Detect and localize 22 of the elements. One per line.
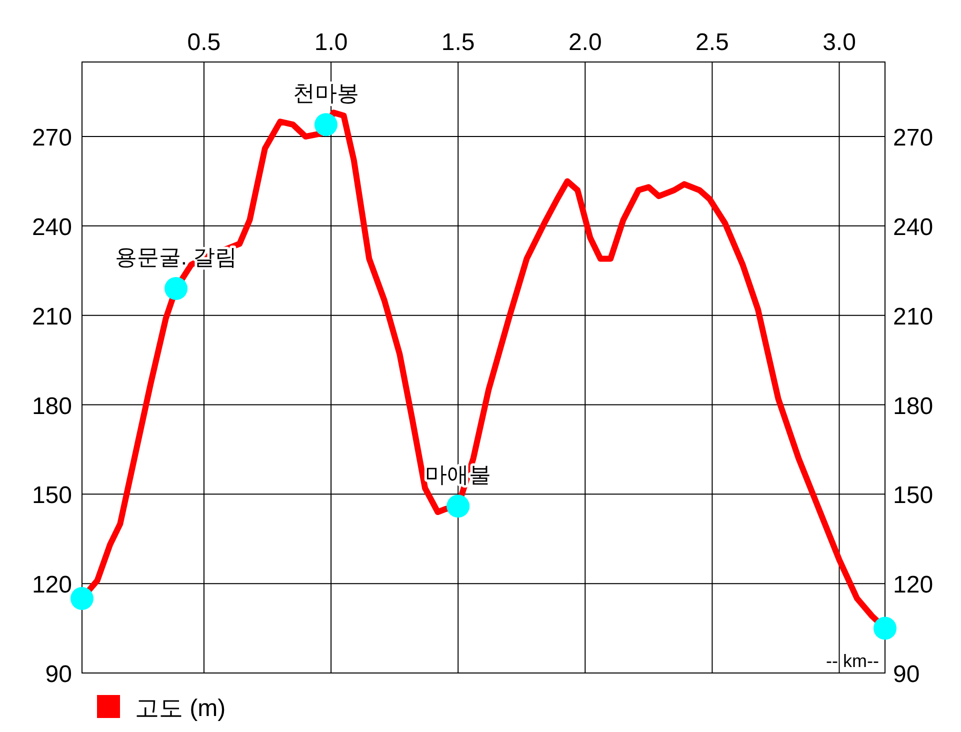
xtick: 2.0 bbox=[568, 29, 602, 56]
xtick: 0.5 bbox=[187, 29, 221, 56]
y2tick: 90 bbox=[893, 661, 920, 688]
ytick: 270 bbox=[32, 124, 72, 152]
ytick: 150 bbox=[32, 482, 72, 510]
y2tick: 210 bbox=[893, 303, 934, 330]
y2tick: 150 bbox=[893, 482, 934, 510]
y2tick: 120 bbox=[893, 572, 934, 599]
xtick: 2.5 bbox=[696, 29, 729, 56]
y2tick: 180 bbox=[893, 392, 934, 420]
xtick: 3.0 bbox=[822, 29, 856, 56]
xlabel: -- km-- bbox=[826, 651, 879, 671]
xtick: 1.5 bbox=[441, 29, 475, 56]
ytick: 90 bbox=[45, 661, 72, 688]
ytick: 240 bbox=[32, 214, 72, 241]
ytick: 210 bbox=[32, 303, 72, 330]
xtick: 1.0 bbox=[314, 29, 348, 56]
y2tick: 240 bbox=[893, 214, 934, 241]
ytick: 120 bbox=[32, 572, 72, 599]
legend-label: 고도 (m) bbox=[135, 695, 226, 722]
y2tick: 270 bbox=[893, 124, 934, 152]
ytick: 180 bbox=[32, 392, 72, 420]
